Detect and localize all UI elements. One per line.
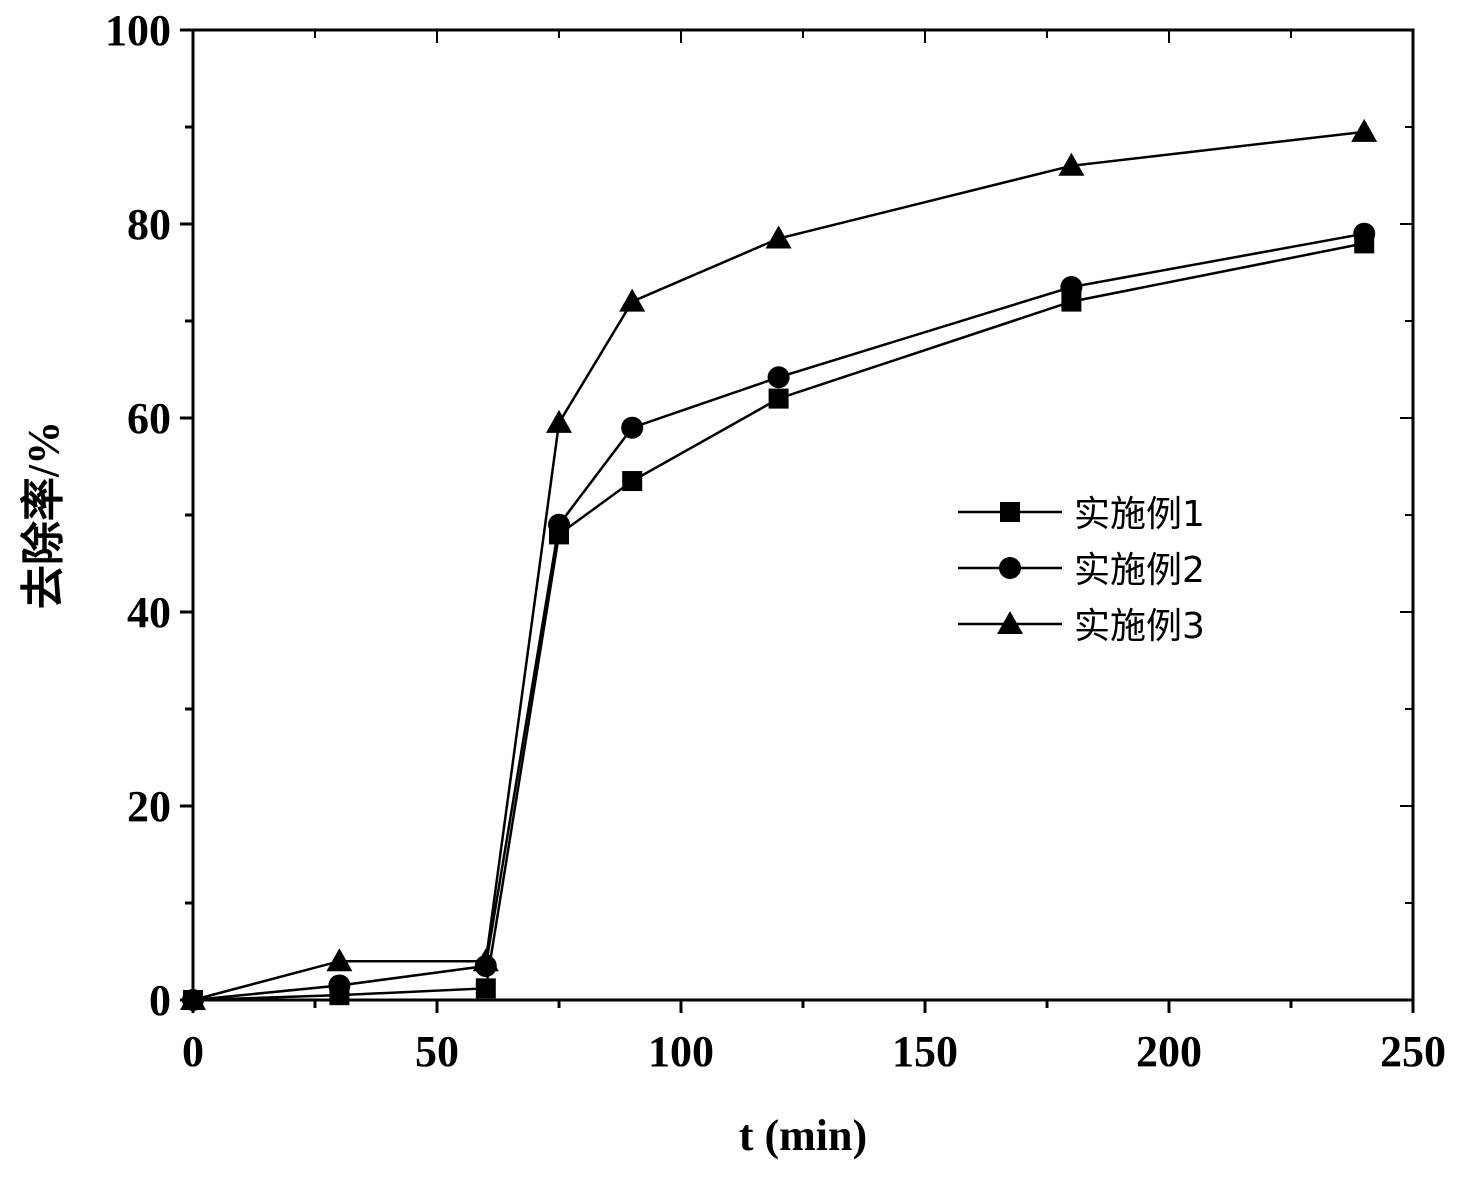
- x-tick-label: 100: [648, 1027, 714, 1076]
- y-tick-label: 0: [149, 976, 171, 1025]
- data-point: [619, 288, 646, 312]
- data-point: [548, 513, 570, 536]
- series-3: [180, 118, 1378, 1010]
- tick-labels: 0 50 100 150 200 250 0 20 40 60 80 100: [105, 6, 1446, 1076]
- legend-marker: [997, 611, 1023, 634]
- y-tick-label: 20: [127, 782, 171, 831]
- x-tick-label: 150: [892, 1027, 958, 1076]
- x-axis-title: t (min): [739, 1111, 867, 1160]
- legend-marker: [1000, 502, 1020, 522]
- legend: 实施例1 实施例2 实施例3: [958, 494, 1205, 647]
- data-point: [546, 409, 572, 433]
- series-line: [192, 130, 1365, 1002]
- x-tick-label: 200: [1136, 1027, 1202, 1076]
- plot-area: [191, 28, 1415, 1002]
- x-tick-label: 0: [182, 1027, 204, 1076]
- legend-label: 实施例3: [1074, 606, 1205, 647]
- data-point: [622, 471, 643, 492]
- series-group: [180, 118, 1378, 1011]
- series-line: [192, 242, 1365, 1002]
- y-tick-label: 60: [127, 394, 171, 443]
- y-tick-label: 80: [127, 200, 171, 249]
- data-point: [328, 974, 351, 997]
- legend-marker: [999, 557, 1021, 579]
- x-tick-label: 250: [1380, 1027, 1446, 1076]
- y-axis-title: 去除率/%: [19, 421, 68, 609]
- data-point: [1058, 152, 1085, 176]
- data-point: [768, 388, 789, 409]
- y-tick-label: 40: [127, 588, 171, 637]
- ticks: [180, 28, 1415, 1013]
- legend-label: 实施例2: [1074, 550, 1205, 591]
- data-point: [326, 948, 353, 972]
- data-point: [472, 948, 499, 972]
- data-point: [765, 225, 792, 249]
- y-tick-label: 100: [105, 6, 171, 55]
- data-point: [1351, 118, 1378, 142]
- data-point: [1060, 276, 1083, 299]
- series-2: [182, 222, 1376, 1011]
- legend-label: 实施例1: [1074, 494, 1205, 535]
- series-line: [192, 232, 1365, 1002]
- data-point: [621, 416, 644, 439]
- x-tick-label: 50: [415, 1027, 459, 1076]
- data-point: [1353, 222, 1376, 245]
- data-point: [475, 978, 496, 999]
- data-point: [767, 366, 790, 389]
